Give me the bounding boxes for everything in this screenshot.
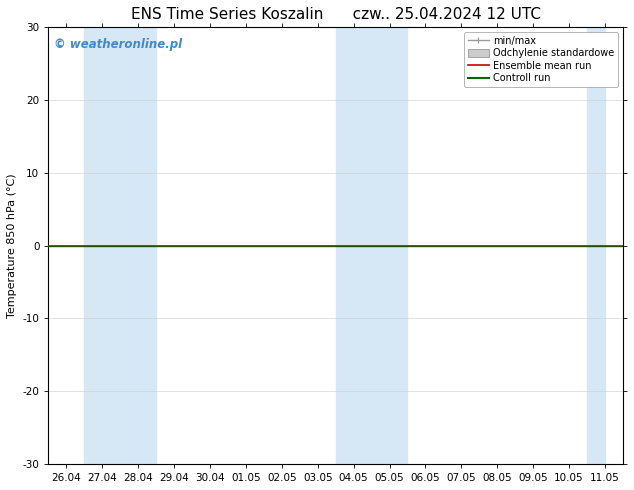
Y-axis label: Temperature 850 hPa (°C): Temperature 850 hPa (°C) <box>7 173 17 318</box>
Bar <box>372 27 408 464</box>
Bar <box>120 27 156 464</box>
Legend: min/max, Odchylenie standardowe, Ensemble mean run, Controll run: min/max, Odchylenie standardowe, Ensembl… <box>463 32 618 87</box>
Bar <box>335 27 372 464</box>
Bar <box>587 27 605 464</box>
Title: ENS Time Series Koszalin      czw.. 25.04.2024 12 UTC: ENS Time Series Koszalin czw.. 25.04.202… <box>131 7 541 22</box>
Text: © weatheronline.pl: © weatheronline.pl <box>54 38 182 51</box>
Bar <box>84 27 120 464</box>
